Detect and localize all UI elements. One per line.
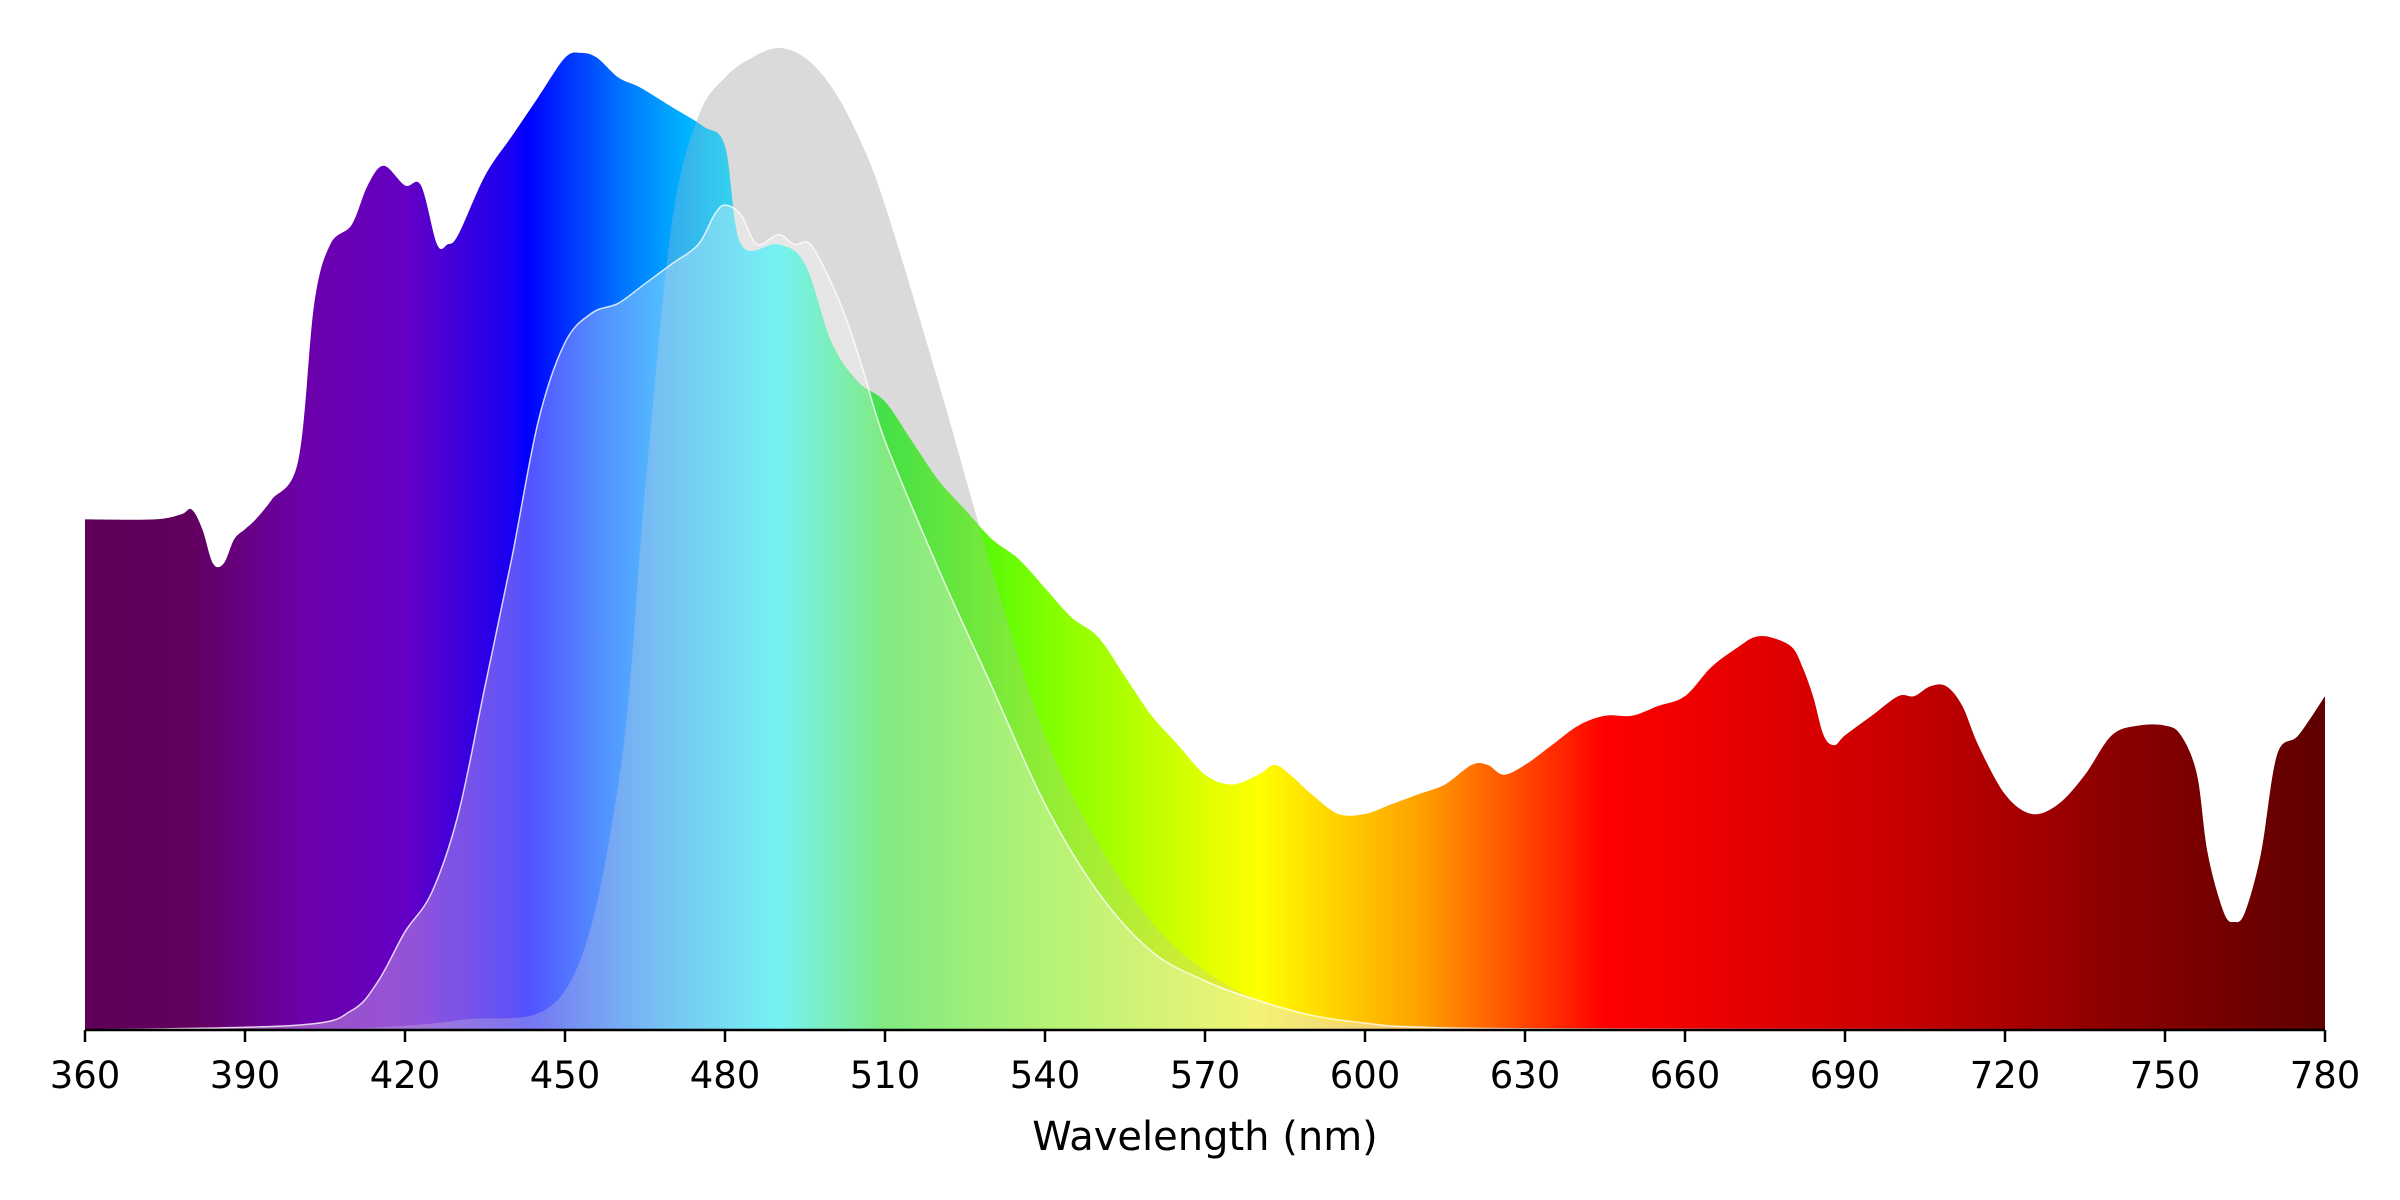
x-tick-label: 480	[690, 1054, 761, 1097]
x-tick-label: 510	[850, 1054, 921, 1097]
overlay-area	[84, 204, 2326, 1031]
x-tick-label: 720	[1970, 1054, 2041, 1097]
x-tick-label: 420	[370, 1054, 441, 1097]
x-tick-label: 600	[1330, 1054, 1401, 1097]
x-tick-label: 690	[1810, 1054, 1881, 1097]
x-tick-label: 540	[1010, 1054, 1081, 1097]
x-axis-title: Wavelength (nm)	[1032, 1114, 1378, 1160]
x-tick-label: 390	[210, 1054, 281, 1097]
x-tick-label: 780	[2290, 1054, 2361, 1097]
plot-area	[84, 48, 2326, 1031]
gray-overlay-area	[85, 48, 2325, 1030]
spectrum-area	[85, 52, 2325, 1030]
x-axis: 360 390 420 450 480 510 540 570 600 630 660 690 720 7…	[50, 1028, 2361, 1097]
x-tick-label: 570	[1170, 1054, 1241, 1097]
x-tick-label: 660	[1650, 1054, 1721, 1097]
x-tick-label: 450	[530, 1054, 601, 1097]
x-tick-label: 630	[1490, 1054, 1561, 1097]
x-tick-label: 360	[50, 1054, 121, 1097]
x-tick-label: 750	[2130, 1054, 2201, 1097]
